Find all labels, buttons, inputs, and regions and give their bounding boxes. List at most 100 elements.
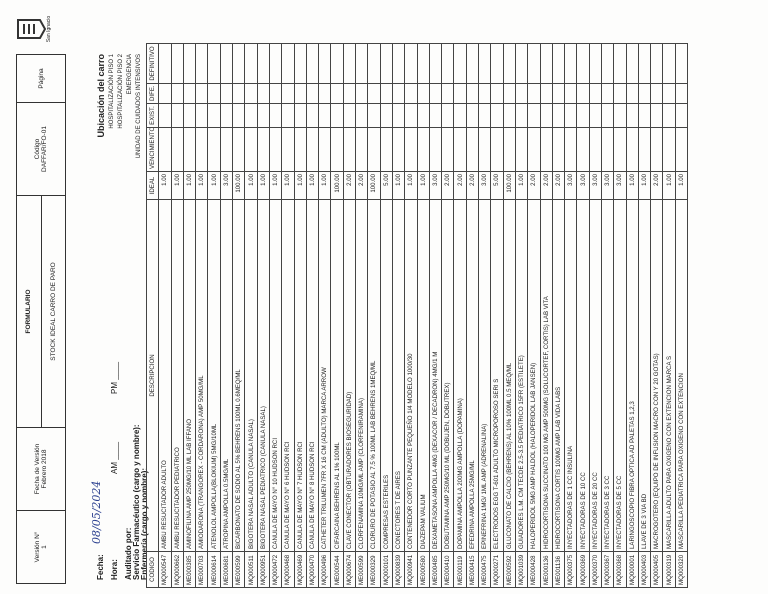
item-description: AMBU RESUCITADOR ADULTO	[158, 199, 172, 552]
empty-cell	[195, 127, 208, 172]
column-header: DESCRIPCION	[146, 199, 159, 552]
empty-cell	[330, 103, 344, 128]
empty-cell	[195, 103, 208, 128]
version-date-cell: Fecha de Versión Febrero 2018	[16, 427, 66, 511]
ideal-qty: 1.00	[244, 171, 258, 200]
empty-cell	[662, 43, 676, 84]
item-code: ME000580	[417, 551, 430, 588]
empty-cell	[367, 83, 381, 104]
empty-cell	[171, 127, 184, 172]
table-row: MQ000319 MASCARILLA ADULTO PARA OXIGENO C…	[662, 43, 676, 588]
empty-cell	[564, 103, 577, 128]
empty-cell	[343, 127, 356, 172]
ideal-qty: 1.00	[404, 171, 418, 200]
table-row: ME000485 DEXAMETASONA AMPOLLA 4MG (DEXACO…	[429, 43, 442, 588]
item-code: ME000428	[527, 551, 540, 588]
item-description: CIFARCAINA BEHRENS AL 1% 100ML	[330, 199, 344, 552]
empty-cell	[318, 83, 331, 104]
logo-icon	[17, 19, 46, 39]
table-row: MQ000951 BIGOTERA NASAL PEDIATRICO (CANUL…	[257, 43, 270, 588]
code-cell: Código DAFFAR/FO-01	[16, 102, 66, 196]
item-code: ME000485	[429, 551, 442, 588]
item-description: INYECTADORAS DE 20 CC	[589, 199, 602, 552]
column-header: IDEAL	[146, 171, 159, 200]
empty-cell	[232, 43, 245, 84]
empty-cell	[441, 103, 454, 128]
empty-cell	[662, 103, 676, 128]
empty-cell	[404, 83, 418, 104]
ideal-qty: 3.00	[429, 171, 442, 200]
item-code: MQ000941	[404, 551, 418, 588]
value: Febrero 2018	[41, 449, 48, 489]
logo: San Ignacio	[16, 9, 66, 49]
empty-cell	[404, 103, 418, 128]
empty-cell	[453, 83, 467, 104]
empty-cell	[540, 43, 553, 84]
item-description: CANULA DE MAYO N° 10 HUDSON RCI	[269, 199, 282, 552]
empty-cell	[441, 43, 454, 84]
empty-cell	[429, 43, 442, 84]
empty-cell	[527, 103, 540, 128]
empty-cell	[269, 83, 282, 104]
empty-cell	[269, 127, 282, 172]
empty-cell	[626, 83, 639, 104]
empty-cell	[281, 103, 295, 128]
empty-cell	[429, 127, 442, 172]
empty-cell	[466, 103, 479, 128]
title-cell: STOCK IDEAL CARRO DE PARO	[41, 195, 66, 428]
empty-cell	[453, 127, 467, 172]
ideal-qty: 1.00	[158, 171, 172, 200]
item-code: ME000136	[540, 551, 553, 588]
item-description: DOPAMINA AMPOLLA 200MG AMPOLLA (DOPAMINA…	[453, 199, 467, 552]
label: Fecha de Versión	[34, 443, 41, 495]
item-code: ME000599	[232, 551, 245, 588]
empty-cell	[638, 103, 651, 128]
empty-cell	[392, 43, 405, 84]
column-header: DIFE.	[146, 83, 159, 104]
item-description: MASCARILLA ADULTO PARA OXIGENO CON EXTEN…	[662, 199, 676, 552]
empty-cell	[490, 103, 504, 128]
value: 1	[41, 545, 48, 549]
empty-cell	[244, 103, 258, 128]
empty-cell	[466, 83, 479, 104]
ideal-qty: 3.00	[613, 171, 627, 200]
item-description: BICARBONATO DE SODIO AL 5% BEHRENS 100ML…	[232, 199, 245, 552]
table-body: MQ000547 AMBU RESUCITADOR ADULTO 1.00 MQ000…	[158, 43, 688, 588]
ideal-qty: 1.00	[294, 171, 307, 200]
stock-table: CODIGO DESCRIPCION IDEAL VENCIMIENTO EXIST. D…	[146, 43, 688, 588]
empty-cell	[576, 83, 590, 104]
empty-cell	[662, 127, 676, 172]
item-description: CLORFENAMINA 10MG/ML AMP (CLORFENIRAMINA…	[355, 199, 368, 552]
item-code: MQ000547	[158, 551, 172, 588]
table-row: ME000614 ATENOLOL AMPOLLA(BLOKIUM) 5MG/10…	[207, 43, 221, 588]
item-code: MQ000375	[564, 551, 577, 588]
version-cell: Versión N° 1	[16, 510, 66, 584]
table-row: ME000544 CIFARCAINA BEHRENS AL 1% 100ML 10…	[330, 43, 344, 588]
empty-cell	[675, 103, 688, 128]
item-code: MQ000472	[269, 551, 282, 588]
empty-cell	[515, 127, 528, 172]
empty-cell	[294, 83, 307, 104]
location-option: UNIDAD DE CUIDADOS INTENSIVOS	[136, 54, 142, 159]
empty-cell	[220, 103, 233, 128]
time-label: Hora:	[110, 559, 119, 580]
empty-cell	[380, 83, 393, 104]
ideal-qty: 1.00	[626, 171, 639, 200]
table-row: MQ000367 INYECTADORAS DE 3 CC 3.00	[601, 43, 614, 588]
table-row: ME000428 HALOPERIDOL 5MG AMP HALDOL (HALO…	[527, 43, 540, 588]
empty-cell	[417, 127, 430, 172]
item-code: MQ000271	[490, 551, 504, 588]
empty-cell	[318, 103, 331, 128]
ideal-qty: 1.00	[392, 171, 405, 200]
empty-cell	[220, 83, 233, 104]
table-row: MQ000547 AMBU RESUCITADOR ADULTO 1.00	[158, 43, 172, 588]
empty-cell	[441, 127, 454, 172]
empty-cell	[207, 103, 221, 128]
empty-cell	[478, 103, 491, 128]
ideal-qty: 5.00	[490, 171, 504, 200]
item-description: LARINGOSCOPIO FIBRA OPTICA AD PALETAS 1,…	[626, 199, 639, 552]
empty-cell	[380, 103, 393, 128]
item-description: HIDROCORTISONA CORTIS 100MG AMP LAB VIDA…	[552, 199, 565, 552]
ideal-qty: 1.00	[662, 171, 676, 200]
